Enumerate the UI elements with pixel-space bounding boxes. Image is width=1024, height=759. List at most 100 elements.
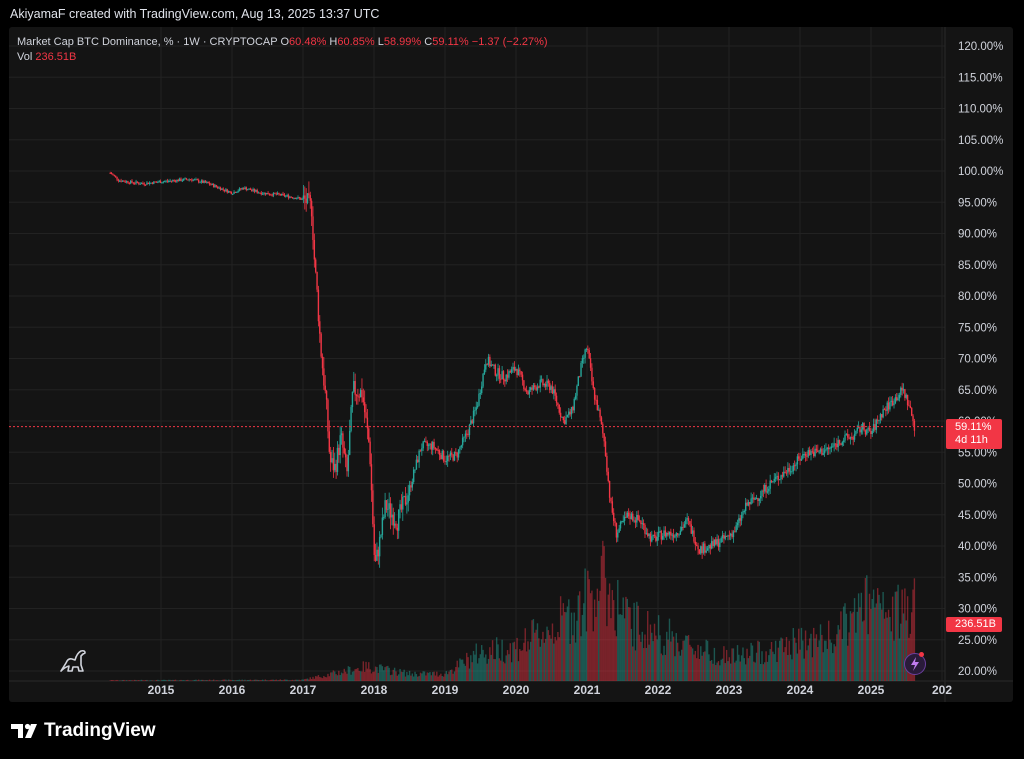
candle-body	[789, 471, 792, 473]
volume-bar	[244, 679, 246, 681]
candle-body	[346, 457, 348, 472]
volume-bar	[894, 591, 897, 681]
volume-bar	[550, 638, 552, 681]
candle-body	[129, 180, 132, 184]
volume-bar	[327, 673, 329, 681]
candle-body	[644, 525, 646, 534]
candle-body	[173, 180, 175, 182]
candle-body	[898, 394, 901, 399]
candle-body	[565, 416, 567, 424]
candle-body	[154, 181, 156, 183]
candle-body	[641, 523, 643, 525]
volume-bars	[109, 540, 916, 681]
volume-bar	[913, 578, 916, 681]
candle-body	[723, 535, 725, 539]
dinosaur-icon[interactable]	[59, 647, 89, 678]
candle-body	[566, 415, 569, 417]
volume-bar	[826, 648, 829, 681]
x-axis[interactable]: 2015 2016 2017 2018 2019 2020 2021 2022 2023 2024…	[148, 683, 953, 697]
candle-body	[780, 475, 782, 480]
candle-body	[611, 501, 614, 513]
volume-bar	[515, 649, 517, 681]
volume-bar	[792, 628, 795, 681]
volume-bar	[464, 665, 467, 681]
volume-bar	[195, 679, 197, 681]
candle-body	[131, 180, 133, 183]
candle-body	[588, 350, 590, 359]
volume-bar	[847, 645, 849, 681]
tradingview-brand[interactable]: TradingView	[10, 719, 156, 743]
candle-body	[602, 424, 604, 434]
volume-bar	[290, 680, 292, 681]
volume-bar	[400, 671, 403, 681]
volume-bar	[357, 667, 359, 681]
y-axis[interactable]: 120.00% 115.00% 110.00% 105.00% 100.00% 95.00…	[958, 41, 1003, 678]
candle-body	[362, 397, 365, 403]
volume-bar	[411, 673, 414, 681]
candle-body	[564, 420, 566, 424]
volume-bar	[361, 671, 363, 681]
candle-body	[381, 517, 384, 535]
candle-body	[815, 448, 818, 451]
candle-body	[357, 395, 359, 397]
volume-bar	[481, 645, 483, 681]
volume-bar	[236, 680, 238, 681]
candle-body	[461, 437, 464, 446]
candle-body	[321, 356, 324, 369]
volume-bar	[878, 594, 880, 681]
volume-bar	[897, 584, 899, 681]
candle-body	[455, 452, 457, 454]
candle-body	[781, 475, 784, 477]
candle-body	[339, 435, 341, 456]
candle-body	[113, 174, 116, 176]
volume-bar	[557, 631, 559, 681]
volume-bar	[305, 678, 307, 681]
candle-body	[309, 195, 311, 201]
candle-body	[136, 181, 139, 183]
candle-body	[225, 189, 227, 191]
candle-body	[652, 534, 654, 537]
volume-bar	[647, 611, 649, 681]
volume-bar	[449, 669, 452, 681]
volume-bar	[660, 653, 663, 681]
chart-panel[interactable]: 120.00% 115.00% 110.00% 105.00% 100.00% 95.00…	[9, 27, 1013, 702]
volume-bar	[191, 680, 193, 681]
candle-body	[576, 385, 578, 396]
volume-bar	[331, 672, 333, 681]
volume-bar	[476, 663, 479, 681]
y-tick-label: 95.00%	[958, 197, 997, 209]
candle-body	[817, 450, 819, 452]
volume-bar	[418, 676, 420, 681]
candle-body	[153, 181, 155, 184]
candle-body	[278, 193, 280, 195]
candle-body	[549, 383, 551, 391]
volume-bar	[578, 591, 581, 681]
volume-bar	[780, 637, 782, 681]
candle-body	[293, 197, 295, 199]
candle-body	[901, 387, 903, 391]
volume-bar	[372, 671, 374, 681]
candle-body	[598, 409, 600, 411]
volume-bar	[592, 631, 594, 681]
volume-bar	[266, 680, 268, 681]
volume-bar	[855, 632, 857, 681]
volume-bar	[887, 609, 890, 681]
candle-body	[378, 537, 381, 557]
volume-bar	[399, 668, 401, 681]
lightning-bolt-icon[interactable]	[904, 652, 926, 675]
candle-body	[735, 525, 737, 532]
volume-bar	[566, 606, 569, 681]
candle-body	[316, 271, 318, 290]
price-chart[interactable]: 120.00% 115.00% 110.00% 105.00% 100.00% 95.00…	[9, 27, 1013, 702]
candle-body	[664, 530, 667, 537]
candle-body	[221, 188, 223, 190]
candle-body	[512, 366, 514, 370]
volume-bar	[543, 642, 545, 681]
volume-bar	[472, 650, 475, 681]
candle-body	[773, 478, 775, 482]
candle-body	[653, 534, 656, 536]
volume-bar	[712, 663, 714, 681]
volume-bar	[593, 599, 596, 681]
candle-body	[535, 387, 537, 391]
candle-body	[672, 534, 675, 538]
